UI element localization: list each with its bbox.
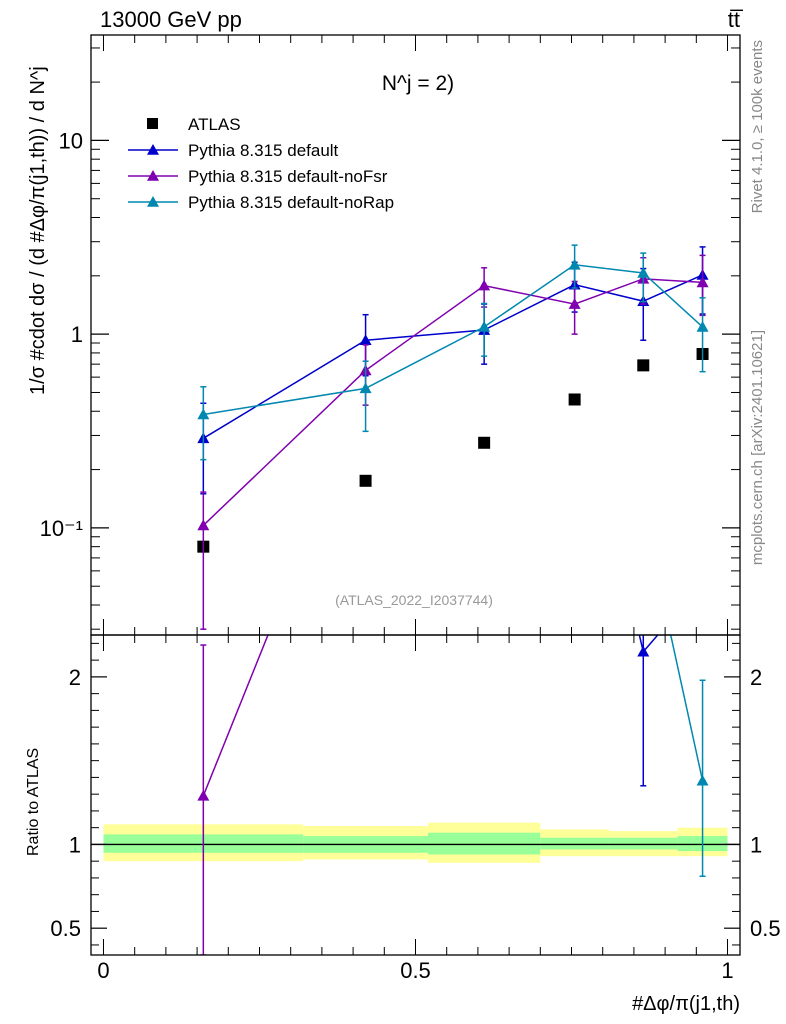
- ratio-y-tick-label: 1: [69, 832, 81, 857]
- legend-marker-triangle: [147, 196, 159, 207]
- legend-marker-triangle: [147, 170, 159, 181]
- legend-label: Pythia 8.315 default: [188, 141, 339, 160]
- energy-label: 13000 GeV pp: [100, 7, 242, 32]
- series-line: [202, 274, 703, 439]
- main-y-tick-label: 10⁻¹: [40, 516, 83, 541]
- rivet-label: Rivet 4.1.0, ≥ 100k events: [749, 40, 766, 213]
- ratio-y-tick-label: 0.5: [50, 916, 81, 941]
- ratio-series-pythia-8-315-default-nofsr: [197, 635, 269, 955]
- data-point-marker: [359, 382, 372, 394]
- series-pythia-8-315-default-nofsr: [197, 254, 709, 630]
- uncertainty-band-green: [608, 837, 678, 850]
- series-line: [203, 264, 704, 416]
- ratio-series-pythia-8-315-default-norap: [669, 635, 709, 878]
- main-y-tick-label: 10: [59, 128, 83, 153]
- x-tick-label: 0.5: [400, 958, 431, 983]
- legend-label: Pythia 8.315 default-noRap: [188, 193, 394, 212]
- ratio-y-tick-label-right: 0.5: [750, 916, 781, 941]
- legend-marker-triangle: [147, 144, 159, 155]
- atlas-data-point: [359, 474, 372, 487]
- data-point-marker: [696, 320, 709, 332]
- ratio-series-line: [638, 635, 659, 654]
- data-point-marker: [197, 408, 210, 420]
- x-tick-label: 1: [721, 958, 733, 983]
- series-atlas: [197, 347, 709, 553]
- legend-marker-square: [147, 118, 158, 129]
- ratio-frame: [90, 634, 741, 956]
- atlas-data-point: [637, 359, 650, 372]
- ratio-panel: 0.5 0.5 1 1 2 2 0 0.5 1 Ratio to ATLAS #Δφ/π(j1,…: [25, 634, 781, 1015]
- main-panel: 10⁻¹ 1 10 N^j = 2) (ATLAS_2022_I2037744) 1…: [27, 34, 741, 636]
- ratio-series-line: [669, 635, 704, 781]
- data-point-marker: [478, 279, 491, 291]
- uncertainty-band-green: [540, 837, 609, 850]
- x-axis-label: #Δφ/π(j1,th): [632, 993, 740, 1015]
- data-point-marker: [478, 320, 491, 332]
- main-y-tick-label: 1: [71, 322, 83, 347]
- ratio-series-pythia-8-315-default: [637, 635, 659, 787]
- analysis-label: (ATLAS_2022_I2037744): [335, 592, 493, 608]
- ratio-y-tick-label-right: 2: [750, 665, 762, 690]
- source-label: mcplots.cern.ch [arXiv:2401.10621]: [749, 330, 766, 565]
- x-tick-label: 0: [97, 958, 109, 983]
- series-line: [202, 278, 703, 526]
- data-point-marker: [696, 276, 709, 288]
- ratio-series-line: [202, 635, 269, 797]
- ratio-y-axis-label: Ratio to ATLAS: [25, 748, 42, 856]
- data-point-marker: [197, 519, 210, 531]
- ratio-point-marker: [197, 789, 210, 801]
- atlas-data-point: [568, 393, 581, 406]
- data-point-marker: [568, 298, 581, 309]
- process-label: tt̅: [728, 7, 744, 32]
- legend-label: ATLAS: [188, 115, 241, 134]
- legend-label: Pythia 8.315 default-noFsr: [188, 167, 388, 186]
- legend: ATLAS Pythia 8.315 default Pythia 8.315 de…: [128, 115, 394, 212]
- uncertainty-band-green: [427, 832, 541, 855]
- ratio-point-marker: [637, 645, 650, 657]
- series-pythia-8-315-default-norap: [197, 244, 709, 461]
- data-point-marker: [359, 334, 372, 346]
- ratio-y-tick-label-right: 1: [750, 832, 762, 857]
- main-y-axis-label: 1/σ #cdot dσ / (d #Δφ/π(j1,th)) / d N^j: [27, 66, 49, 395]
- main-title: N^j = 2): [382, 72, 454, 95]
- ratio-point-marker: [696, 774, 709, 786]
- data-point-marker: [568, 258, 581, 270]
- atlas-data-point: [478, 436, 491, 449]
- series-pythia-8-315-default: [197, 246, 709, 495]
- ratio-y-tick-label: 2: [69, 665, 81, 690]
- data-point-marker: [637, 266, 650, 278]
